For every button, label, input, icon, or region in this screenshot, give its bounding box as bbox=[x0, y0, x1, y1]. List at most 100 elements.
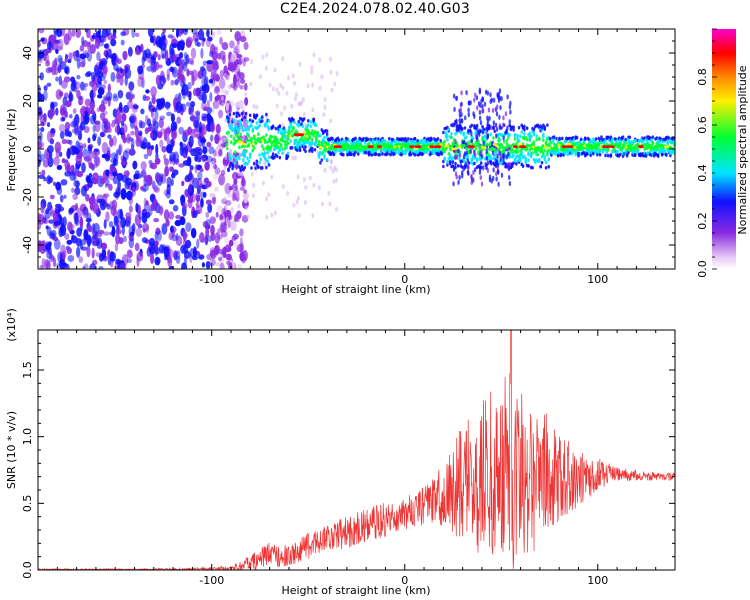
noise-speckle bbox=[116, 191, 121, 196]
signal-band-cell bbox=[294, 138, 298, 143]
noise-speckle bbox=[178, 126, 185, 135]
noise-speckle bbox=[76, 58, 81, 69]
noise-speckle bbox=[205, 211, 210, 219]
noise-speckle bbox=[103, 193, 110, 198]
noise-speckle bbox=[163, 209, 170, 221]
noise-speckle bbox=[167, 256, 173, 268]
noise-speckle bbox=[61, 138, 67, 145]
noise-speckle bbox=[197, 254, 205, 260]
noise-speckle bbox=[265, 196, 269, 202]
noise-speckle bbox=[320, 74, 324, 80]
signal-band-cell bbox=[610, 137, 614, 142]
noise-speckle bbox=[138, 211, 142, 220]
noise-speckle bbox=[240, 105, 246, 110]
noise-speckle bbox=[327, 190, 331, 196]
noise-speckle bbox=[122, 235, 127, 243]
noise-speckle bbox=[49, 194, 55, 200]
snr-x-tick-label: 100 bbox=[587, 574, 608, 587]
noise-speckle bbox=[41, 239, 47, 248]
noise-speckle bbox=[89, 100, 95, 112]
noise-speckle bbox=[156, 98, 163, 110]
signal-band-cell bbox=[235, 124, 238, 129]
signal-band-cell bbox=[540, 160, 544, 165]
noise-speckle bbox=[191, 255, 198, 261]
noise-speckle bbox=[119, 76, 124, 86]
noise-speckle bbox=[329, 159, 333, 165]
snr-x-axis-title: Height of straight line (km) bbox=[281, 584, 430, 597]
signal-band-cell bbox=[246, 156, 249, 160]
noise-speckle bbox=[303, 200, 307, 206]
noise-speckle bbox=[177, 69, 182, 82]
signal-band-cell bbox=[306, 123, 310, 127]
signal-band-cell bbox=[601, 150, 605, 154]
signal-core-cell bbox=[476, 143, 480, 147]
signal-burst-cell bbox=[483, 101, 487, 107]
noise-speckle bbox=[197, 171, 203, 181]
signal-band-cell bbox=[502, 139, 506, 144]
noise-speckle bbox=[233, 240, 239, 248]
noise-speckle bbox=[102, 64, 108, 75]
noise-speckle bbox=[197, 135, 204, 148]
signal-burst-cell bbox=[507, 165, 511, 171]
noise-speckle bbox=[185, 53, 190, 65]
noise-speckle bbox=[241, 84, 245, 90]
noise-speckle bbox=[69, 114, 73, 119]
noise-speckle bbox=[83, 125, 90, 134]
noise-speckle bbox=[279, 82, 283, 88]
noise-speckle bbox=[268, 82, 272, 88]
noise-speckle bbox=[154, 256, 161, 266]
noise-speckle bbox=[201, 92, 207, 104]
signal-band-cell bbox=[498, 137, 502, 142]
noise-speckle bbox=[244, 91, 248, 97]
noise-speckle bbox=[122, 136, 127, 144]
signal-band-cell bbox=[446, 137, 449, 142]
signal-burst-cell bbox=[473, 167, 477, 173]
signal-burst-cell bbox=[466, 169, 470, 175]
signal-core-cell bbox=[420, 144, 425, 148]
noise-speckle bbox=[105, 169, 110, 177]
signal-band-cell bbox=[248, 113, 252, 118]
signal-burst-cell bbox=[502, 152, 505, 158]
noise-speckle bbox=[90, 204, 95, 212]
signal-band-cell bbox=[278, 148, 282, 152]
signal-burst-cell bbox=[509, 100, 512, 106]
signal-burst-cell bbox=[454, 139, 457, 145]
noise-speckle bbox=[293, 96, 297, 102]
noise-speckle bbox=[117, 179, 121, 192]
noise-speckle bbox=[132, 104, 139, 110]
colorbar-tick-label: 0.6 bbox=[696, 116, 709, 134]
noise-speckle bbox=[99, 76, 106, 81]
signal-core-cell bbox=[318, 145, 323, 149]
signal-burst-cell bbox=[481, 97, 485, 103]
noise-speckle bbox=[168, 199, 175, 205]
noise-speckle bbox=[57, 38, 64, 50]
signal-core-cell bbox=[305, 134, 309, 138]
noise-speckle bbox=[59, 61, 67, 70]
noise-speckle bbox=[68, 52, 73, 61]
noise-speckle bbox=[195, 151, 202, 163]
noise-speckle bbox=[170, 225, 174, 233]
noise-speckle bbox=[90, 71, 96, 82]
signal-burst-cell bbox=[459, 107, 463, 113]
noise-speckle bbox=[201, 68, 207, 78]
noise-speckle bbox=[64, 57, 68, 63]
noise-speckle bbox=[323, 104, 327, 110]
signal-band-cell bbox=[598, 152, 602, 157]
noise-speckle bbox=[115, 112, 122, 125]
signal-burst-cell bbox=[497, 91, 501, 97]
signal-band-cell bbox=[547, 157, 551, 162]
noise-speckle bbox=[219, 77, 226, 90]
noise-speckle bbox=[244, 205, 248, 211]
noise-speckle bbox=[184, 29, 188, 33]
noise-speckle bbox=[154, 157, 161, 165]
noise-speckle bbox=[103, 43, 109, 49]
signal-band-cell bbox=[442, 130, 445, 135]
signal-core-cell bbox=[372, 143, 376, 147]
signal-band-cell bbox=[628, 135, 632, 140]
noise-speckle bbox=[181, 180, 185, 187]
noise-speckle bbox=[46, 82, 52, 87]
noise-speckle bbox=[67, 255, 75, 262]
spectrogram-y-tick-label: 40 bbox=[21, 46, 34, 60]
noise-speckle bbox=[201, 184, 208, 190]
noise-speckle bbox=[139, 140, 145, 149]
